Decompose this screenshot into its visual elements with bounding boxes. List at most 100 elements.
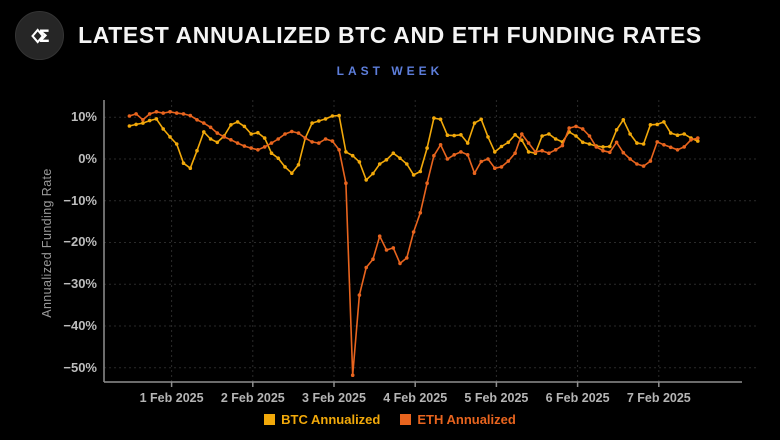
eth-data-point xyxy=(371,257,375,262)
btc-data-point xyxy=(668,131,673,135)
btc-data-point xyxy=(526,150,531,154)
btc-data-point xyxy=(459,133,463,137)
eth-data-point xyxy=(574,124,578,129)
btc-data-point xyxy=(540,134,544,138)
x-tick-label: 2 Feb 2025 xyxy=(220,391,285,405)
btc-data-point xyxy=(574,134,578,138)
btc-data-point xyxy=(310,121,314,125)
btc-data-point xyxy=(682,132,686,136)
eth-data-point xyxy=(662,143,666,147)
chart-legend: BTC Annualized ETH Annualized xyxy=(0,412,780,427)
eth-data-point xyxy=(317,141,321,145)
eth-data-point xyxy=(398,261,402,266)
eth-data-point xyxy=(290,129,294,134)
btc-data-point xyxy=(580,140,585,145)
btc-data-point xyxy=(317,119,321,123)
btc-data-point xyxy=(344,150,348,154)
sigma-diamond-icon: Σ xyxy=(30,26,49,46)
btc-data-point xyxy=(337,113,341,118)
btc-data-point xyxy=(472,121,477,125)
eth-data-point xyxy=(513,151,517,155)
eth-data-point xyxy=(357,293,362,297)
btc-data-point xyxy=(391,151,396,155)
x-tick-label: 1 Feb 2025 xyxy=(139,391,204,405)
btc-data-point xyxy=(364,178,369,182)
y-tick-label: 10% xyxy=(70,109,97,125)
eth-data-point xyxy=(330,139,335,143)
btc-data-point xyxy=(357,160,362,164)
eth-data-point xyxy=(256,148,260,152)
eth-data-point xyxy=(648,159,653,163)
chart-title: LATEST ANNUALIZED BTC AND ETH FUNDING RA… xyxy=(78,22,702,48)
eth-data-point xyxy=(418,211,423,215)
eth-data-point xyxy=(283,132,287,136)
btc-data-point xyxy=(432,116,436,120)
eth-data-point xyxy=(520,132,524,136)
eth-data-point xyxy=(384,248,389,252)
btc-data-point xyxy=(174,142,179,146)
eth-data-point xyxy=(499,165,504,169)
btc-data-point xyxy=(229,123,233,127)
btc-data-point xyxy=(479,117,484,122)
eth-data-point xyxy=(168,110,172,114)
eth-data-point xyxy=(262,145,267,149)
eth-data-point xyxy=(641,164,646,168)
legend-item-eth: ETH Annualized xyxy=(400,412,516,427)
btc-data-point xyxy=(127,124,132,128)
eth-data-point xyxy=(668,145,673,150)
eth-data-point xyxy=(459,150,463,154)
x-tick-label: 6 Feb 2025 xyxy=(545,391,610,405)
eth-data-point xyxy=(134,112,138,116)
btc-data-point xyxy=(384,158,389,162)
eth-data-point xyxy=(269,141,274,145)
eth-data-point xyxy=(215,131,220,135)
eth-data-point xyxy=(621,150,626,155)
btc-data-point xyxy=(154,117,159,121)
eth-data-point xyxy=(553,148,558,152)
btc-data-point xyxy=(208,137,213,141)
btc-data-point xyxy=(242,124,247,129)
eth-data-point xyxy=(675,148,680,152)
btc-data-point xyxy=(465,141,470,145)
eth-data-point xyxy=(249,146,253,150)
eth-data-point xyxy=(161,111,165,115)
btc-data-point xyxy=(601,145,605,149)
eth-data-point xyxy=(526,141,531,145)
btc-data-point xyxy=(486,135,490,139)
eth-data-point xyxy=(181,112,186,116)
eth-data-point xyxy=(296,131,301,135)
eth-data-point xyxy=(533,150,538,154)
btc-data-point xyxy=(296,163,301,167)
btc-data-point xyxy=(520,138,524,142)
eth-data-point xyxy=(411,230,416,234)
btc-legend-swatch xyxy=(264,414,276,425)
btc-data-point xyxy=(621,118,626,122)
btc-data-point xyxy=(628,132,632,136)
btc-data-point xyxy=(398,156,402,160)
btc-data-point xyxy=(269,151,274,155)
eth-legend-label: ETH Annualized xyxy=(417,412,516,427)
eth-data-point xyxy=(628,157,632,161)
y-tick-label: −40% xyxy=(63,317,97,333)
btc-data-point xyxy=(330,114,335,118)
btc-data-point xyxy=(350,153,355,158)
legend-item-btc: BTC Annualized xyxy=(264,412,380,427)
btc-data-point xyxy=(323,117,328,121)
eth-data-point xyxy=(222,135,226,139)
btc-data-point xyxy=(147,118,152,123)
eth-data-point xyxy=(195,118,199,122)
btc-data-point xyxy=(181,161,186,165)
btc-data-point xyxy=(635,141,639,145)
eth-data-point xyxy=(452,153,457,157)
eth-data-point xyxy=(242,144,247,148)
eth-data-point xyxy=(208,125,213,130)
btc-data-point xyxy=(283,165,287,169)
eth-data-point xyxy=(486,157,490,161)
eth-legend-swatch xyxy=(400,414,412,425)
eth-data-point xyxy=(141,118,145,122)
btc-data-point xyxy=(235,120,240,124)
eth-data-point xyxy=(391,246,396,250)
eth-data-point xyxy=(614,140,619,145)
btc-data-point xyxy=(493,150,497,154)
btc-data-point xyxy=(195,148,199,153)
